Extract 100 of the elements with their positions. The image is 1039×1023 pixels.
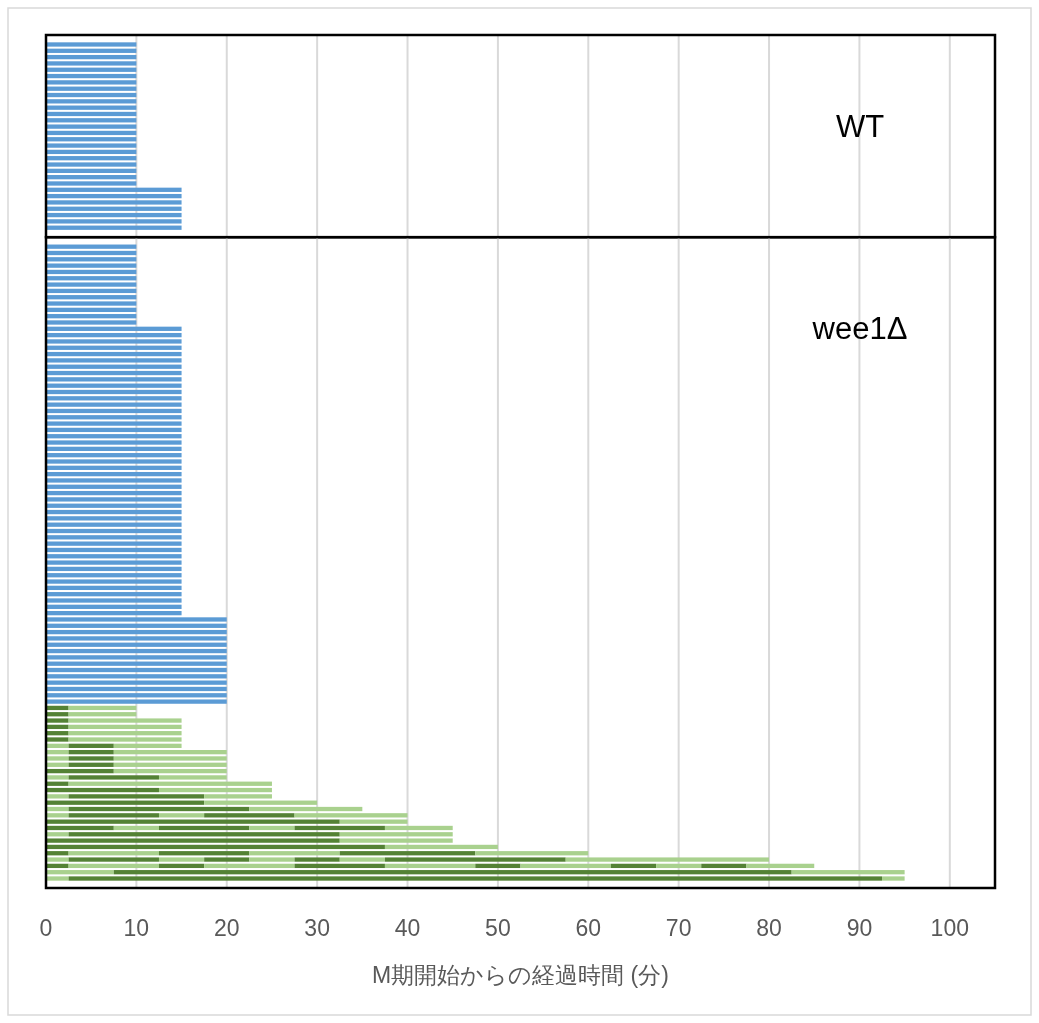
bar: [46, 490, 182, 496]
bar: [68, 724, 182, 730]
bar: [113, 870, 792, 875]
bar: [46, 408, 182, 414]
bar: [46, 541, 182, 546]
bar: [158, 851, 250, 856]
x-tick-label: 70: [665, 915, 692, 941]
bar: [46, 478, 182, 483]
bar: [384, 863, 476, 869]
bar: [158, 775, 227, 780]
bar: [46, 655, 227, 660]
bar: [701, 863, 747, 869]
bar: [46, 813, 69, 818]
bar: [46, 389, 182, 395]
bar: [46, 383, 182, 388]
bar: [46, 560, 182, 565]
bar: [68, 737, 182, 742]
bar: [46, 358, 182, 363]
bar: [46, 528, 182, 534]
bar: [46, 585, 182, 591]
bar: [46, 699, 227, 704]
bar: [610, 863, 657, 869]
bar: [46, 547, 182, 553]
bar: [384, 825, 453, 831]
x-axis-title: M期開始からの経過時間 (分): [372, 962, 669, 988]
bar: [46, 592, 182, 597]
bar: [339, 838, 453, 843]
bar: [68, 806, 250, 812]
bar: [46, 364, 182, 369]
x-tick-label: 20: [213, 915, 240, 941]
bar: [294, 857, 340, 862]
bar: [46, 465, 182, 470]
bar: [339, 819, 408, 824]
bar: [46, 806, 69, 812]
bar: [46, 263, 137, 268]
x-tick-label: 30: [304, 915, 330, 941]
bar: [46, 244, 137, 249]
bar: [68, 731, 182, 736]
bar: [339, 851, 476, 856]
x-tick-label: 40: [394, 915, 421, 941]
bar: [68, 743, 114, 748]
bar: [46, 794, 69, 799]
bar: [46, 844, 385, 850]
bar: [656, 863, 702, 869]
bar: [68, 813, 159, 818]
bar: [204, 794, 272, 799]
bar: [46, 775, 69, 780]
bar: [204, 800, 318, 805]
bar: [46, 453, 182, 458]
bar: [475, 851, 589, 856]
bar: [294, 813, 408, 818]
bar: [46, 396, 182, 401]
bar: [46, 301, 137, 306]
bar: [46, 257, 137, 262]
x-tick-label: 60: [575, 915, 602, 941]
bar: [158, 863, 205, 869]
bar: [68, 832, 340, 837]
bar: [249, 806, 363, 812]
bar: [46, 743, 69, 748]
bar: [68, 756, 114, 761]
bar: [46, 832, 69, 837]
bar: [46, 598, 182, 603]
bar: [520, 863, 611, 869]
annotation: wee1Δ: [811, 311, 908, 347]
bar: [46, 402, 182, 407]
bar: [46, 870, 114, 875]
bar: [46, 693, 227, 698]
bar: [46, 611, 182, 616]
bar: [46, 838, 340, 843]
bar: [46, 705, 69, 711]
bar: [46, 339, 182, 344]
x-tick-label: 80: [756, 915, 782, 941]
x-tick-label: 100: [930, 915, 969, 941]
bar: [46, 326, 182, 331]
bar: [46, 636, 227, 641]
bar: [46, 554, 182, 559]
bar: [46, 825, 114, 831]
bar: [46, 768, 114, 774]
bar: [113, 825, 159, 831]
bar: [46, 781, 69, 786]
x-tick-label: 90: [846, 915, 873, 941]
bar: [46, 446, 182, 452]
bar: [46, 427, 182, 433]
bar: [46, 276, 137, 281]
bar: [475, 863, 521, 869]
bar: [339, 857, 385, 862]
bar: [46, 851, 69, 856]
bar: [46, 648, 227, 654]
bar: [46, 724, 69, 730]
bar: [384, 844, 498, 850]
bar: [68, 876, 883, 881]
bar: [746, 863, 815, 869]
bar: [46, 762, 69, 767]
x-tick-label: 0: [39, 915, 53, 941]
bar: [46, 674, 227, 679]
bar: [46, 623, 227, 628]
bar: [68, 781, 272, 786]
bar: [46, 484, 182, 489]
bar: [46, 750, 69, 755]
bar: [46, 667, 227, 673]
